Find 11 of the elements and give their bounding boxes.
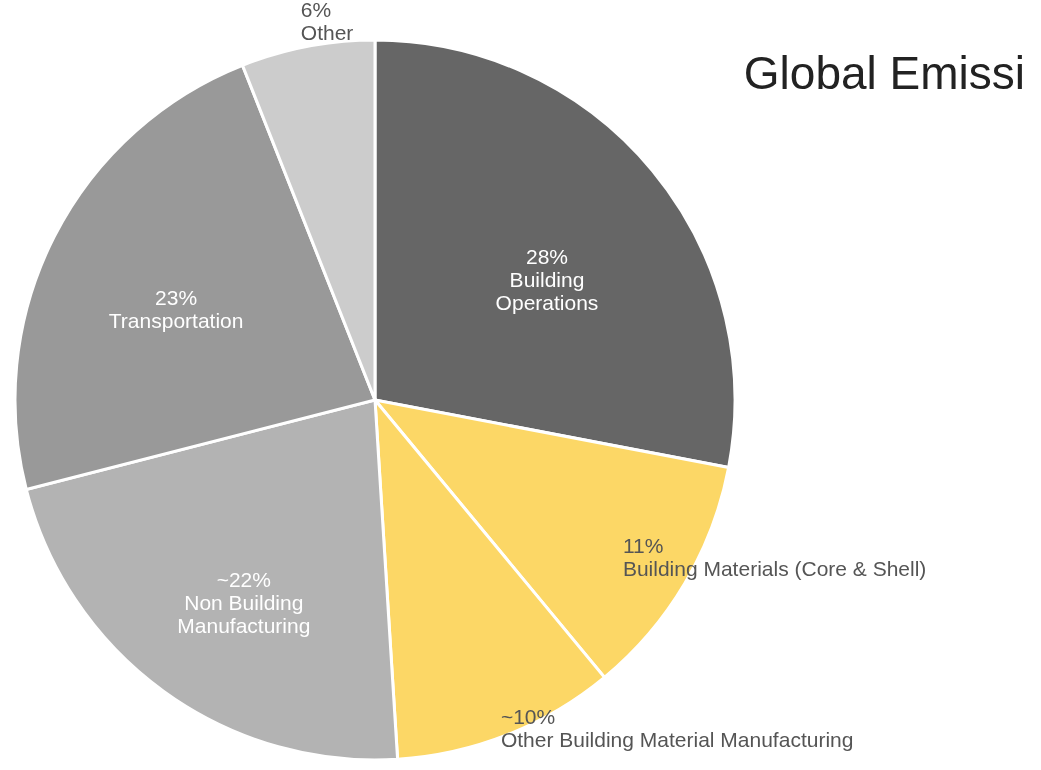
data-label: ~22% <box>216 567 271 591</box>
slice-label: Other <box>300 21 354 45</box>
slice-label: Transportation <box>108 308 244 332</box>
data-label: 11% <box>622 533 664 557</box>
text: Global Emissi <box>743 47 1025 99</box>
data-label: 23% <box>155 285 198 309</box>
slice-label: Other Building Material Manufacturing <box>500 727 854 751</box>
slice-label: Building Operations <box>495 267 599 314</box>
data-label: 28% <box>525 244 568 268</box>
slice-label: Non Building Manufacturing <box>177 590 311 637</box>
data-label: 6% <box>300 0 332 22</box>
